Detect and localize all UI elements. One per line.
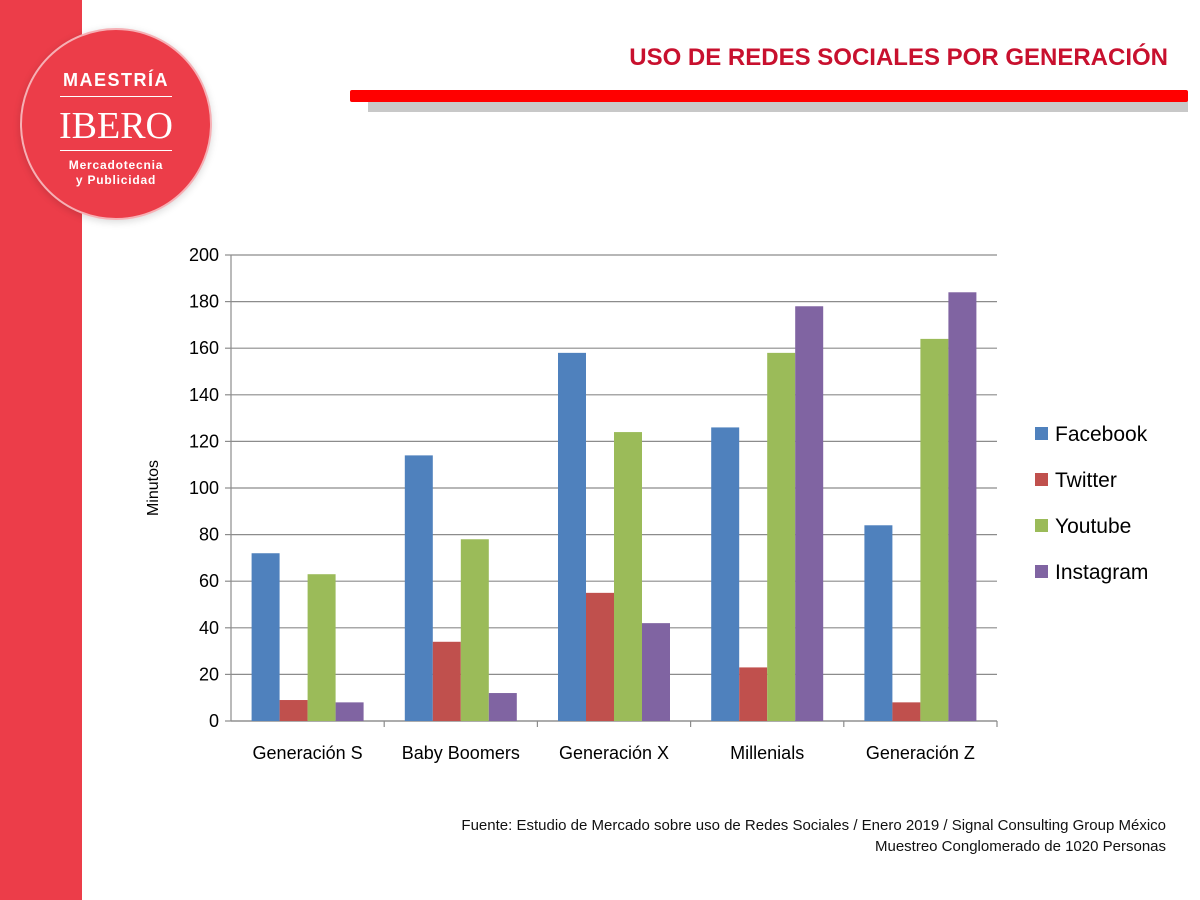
source-line-1: Fuente: Estudio de Mercado sobre uso de … bbox=[461, 817, 1166, 834]
x-tick-label: Generación Z bbox=[866, 743, 975, 763]
bar-youtube bbox=[767, 352, 796, 721]
logo-subtitle-line1: Mercadotecnia bbox=[68, 158, 164, 172]
bar-youtube bbox=[920, 338, 949, 721]
bar-facebook bbox=[404, 455, 433, 721]
bar-twitter bbox=[279, 700, 308, 721]
y-tick-label: 200 bbox=[189, 245, 219, 265]
logo-divider-top bbox=[60, 96, 172, 97]
bar-instagram bbox=[948, 292, 977, 721]
logo-main-text: IBERO bbox=[59, 105, 173, 147]
y-tick-label: 80 bbox=[199, 525, 219, 545]
y-tick-label: 0 bbox=[209, 711, 219, 731]
y-tick-label: 20 bbox=[199, 664, 219, 684]
logo-subtitle-line2: y Publicidad bbox=[75, 173, 157, 187]
bar-instagram bbox=[335, 702, 364, 721]
bar-facebook bbox=[711, 427, 740, 721]
bar-youtube bbox=[307, 574, 336, 721]
x-tick-label: Baby Boomers bbox=[402, 743, 520, 763]
bar-twitter bbox=[586, 592, 614, 721]
source-line-2: Muestreo Conglomerado de 1020 Personas bbox=[874, 838, 1166, 855]
y-tick-label: 180 bbox=[189, 292, 219, 312]
legend-swatch-facebook bbox=[1035, 427, 1048, 440]
legend-label-youtube: Youtube bbox=[1055, 515, 1131, 538]
x-tick-label: Generación S bbox=[253, 743, 363, 763]
bar-instagram bbox=[795, 306, 824, 721]
page-title: USO DE REDES SOCIALES POR GENERACIÓN bbox=[629, 44, 1168, 71]
x-tick-label: Generación X bbox=[559, 743, 669, 763]
source-note: Fuente: Estudio de Mercado sobre uso de … bbox=[461, 815, 1166, 857]
bar-twitter bbox=[432, 641, 461, 721]
legend-label-facebook: Facebook bbox=[1055, 423, 1148, 446]
bar-twitter bbox=[739, 667, 768, 721]
ibero-logo: MAESTRÍA IBERO Mercadotecnia y Publicida… bbox=[20, 28, 212, 220]
y-tick-label: 160 bbox=[189, 338, 219, 358]
x-tick-label: Millenials bbox=[730, 743, 804, 763]
bar-facebook bbox=[864, 525, 893, 721]
title-underline bbox=[350, 90, 1188, 102]
legend-swatch-instagram bbox=[1035, 565, 1048, 578]
y-tick-label: 40 bbox=[199, 618, 219, 638]
y-tick-label: 140 bbox=[189, 385, 219, 405]
bar-youtube bbox=[460, 539, 489, 721]
bar-facebook bbox=[558, 352, 586, 721]
bar-instagram bbox=[488, 693, 517, 721]
logo-divider-bottom bbox=[60, 150, 172, 151]
y-axis-title: Minutos bbox=[145, 460, 162, 516]
title-underline-shadow bbox=[368, 100, 1188, 112]
legend-swatch-youtube bbox=[1035, 519, 1048, 532]
legend-label-instagram: Instagram bbox=[1055, 561, 1148, 584]
bar-chart: 0 20 40 60 80 100 120 140 160 180 200 Minutos Genera… bbox=[145, 245, 1148, 763]
bar-twitter bbox=[892, 702, 921, 721]
y-tick-label: 120 bbox=[189, 431, 219, 451]
bar-youtube bbox=[614, 432, 642, 721]
legend-label-twitter: Twitter bbox=[1055, 469, 1117, 492]
bar-facebook bbox=[251, 553, 280, 721]
bar-instagram bbox=[642, 623, 670, 721]
logo-top-text: MAESTRÍA bbox=[63, 70, 169, 90]
legend-swatch-twitter bbox=[1035, 473, 1048, 486]
y-tick-label: 60 bbox=[199, 571, 219, 591]
y-tick-label: 100 bbox=[189, 478, 219, 498]
logo-subtitle: Mercadotecnia y Publicidad bbox=[22, 158, 210, 188]
